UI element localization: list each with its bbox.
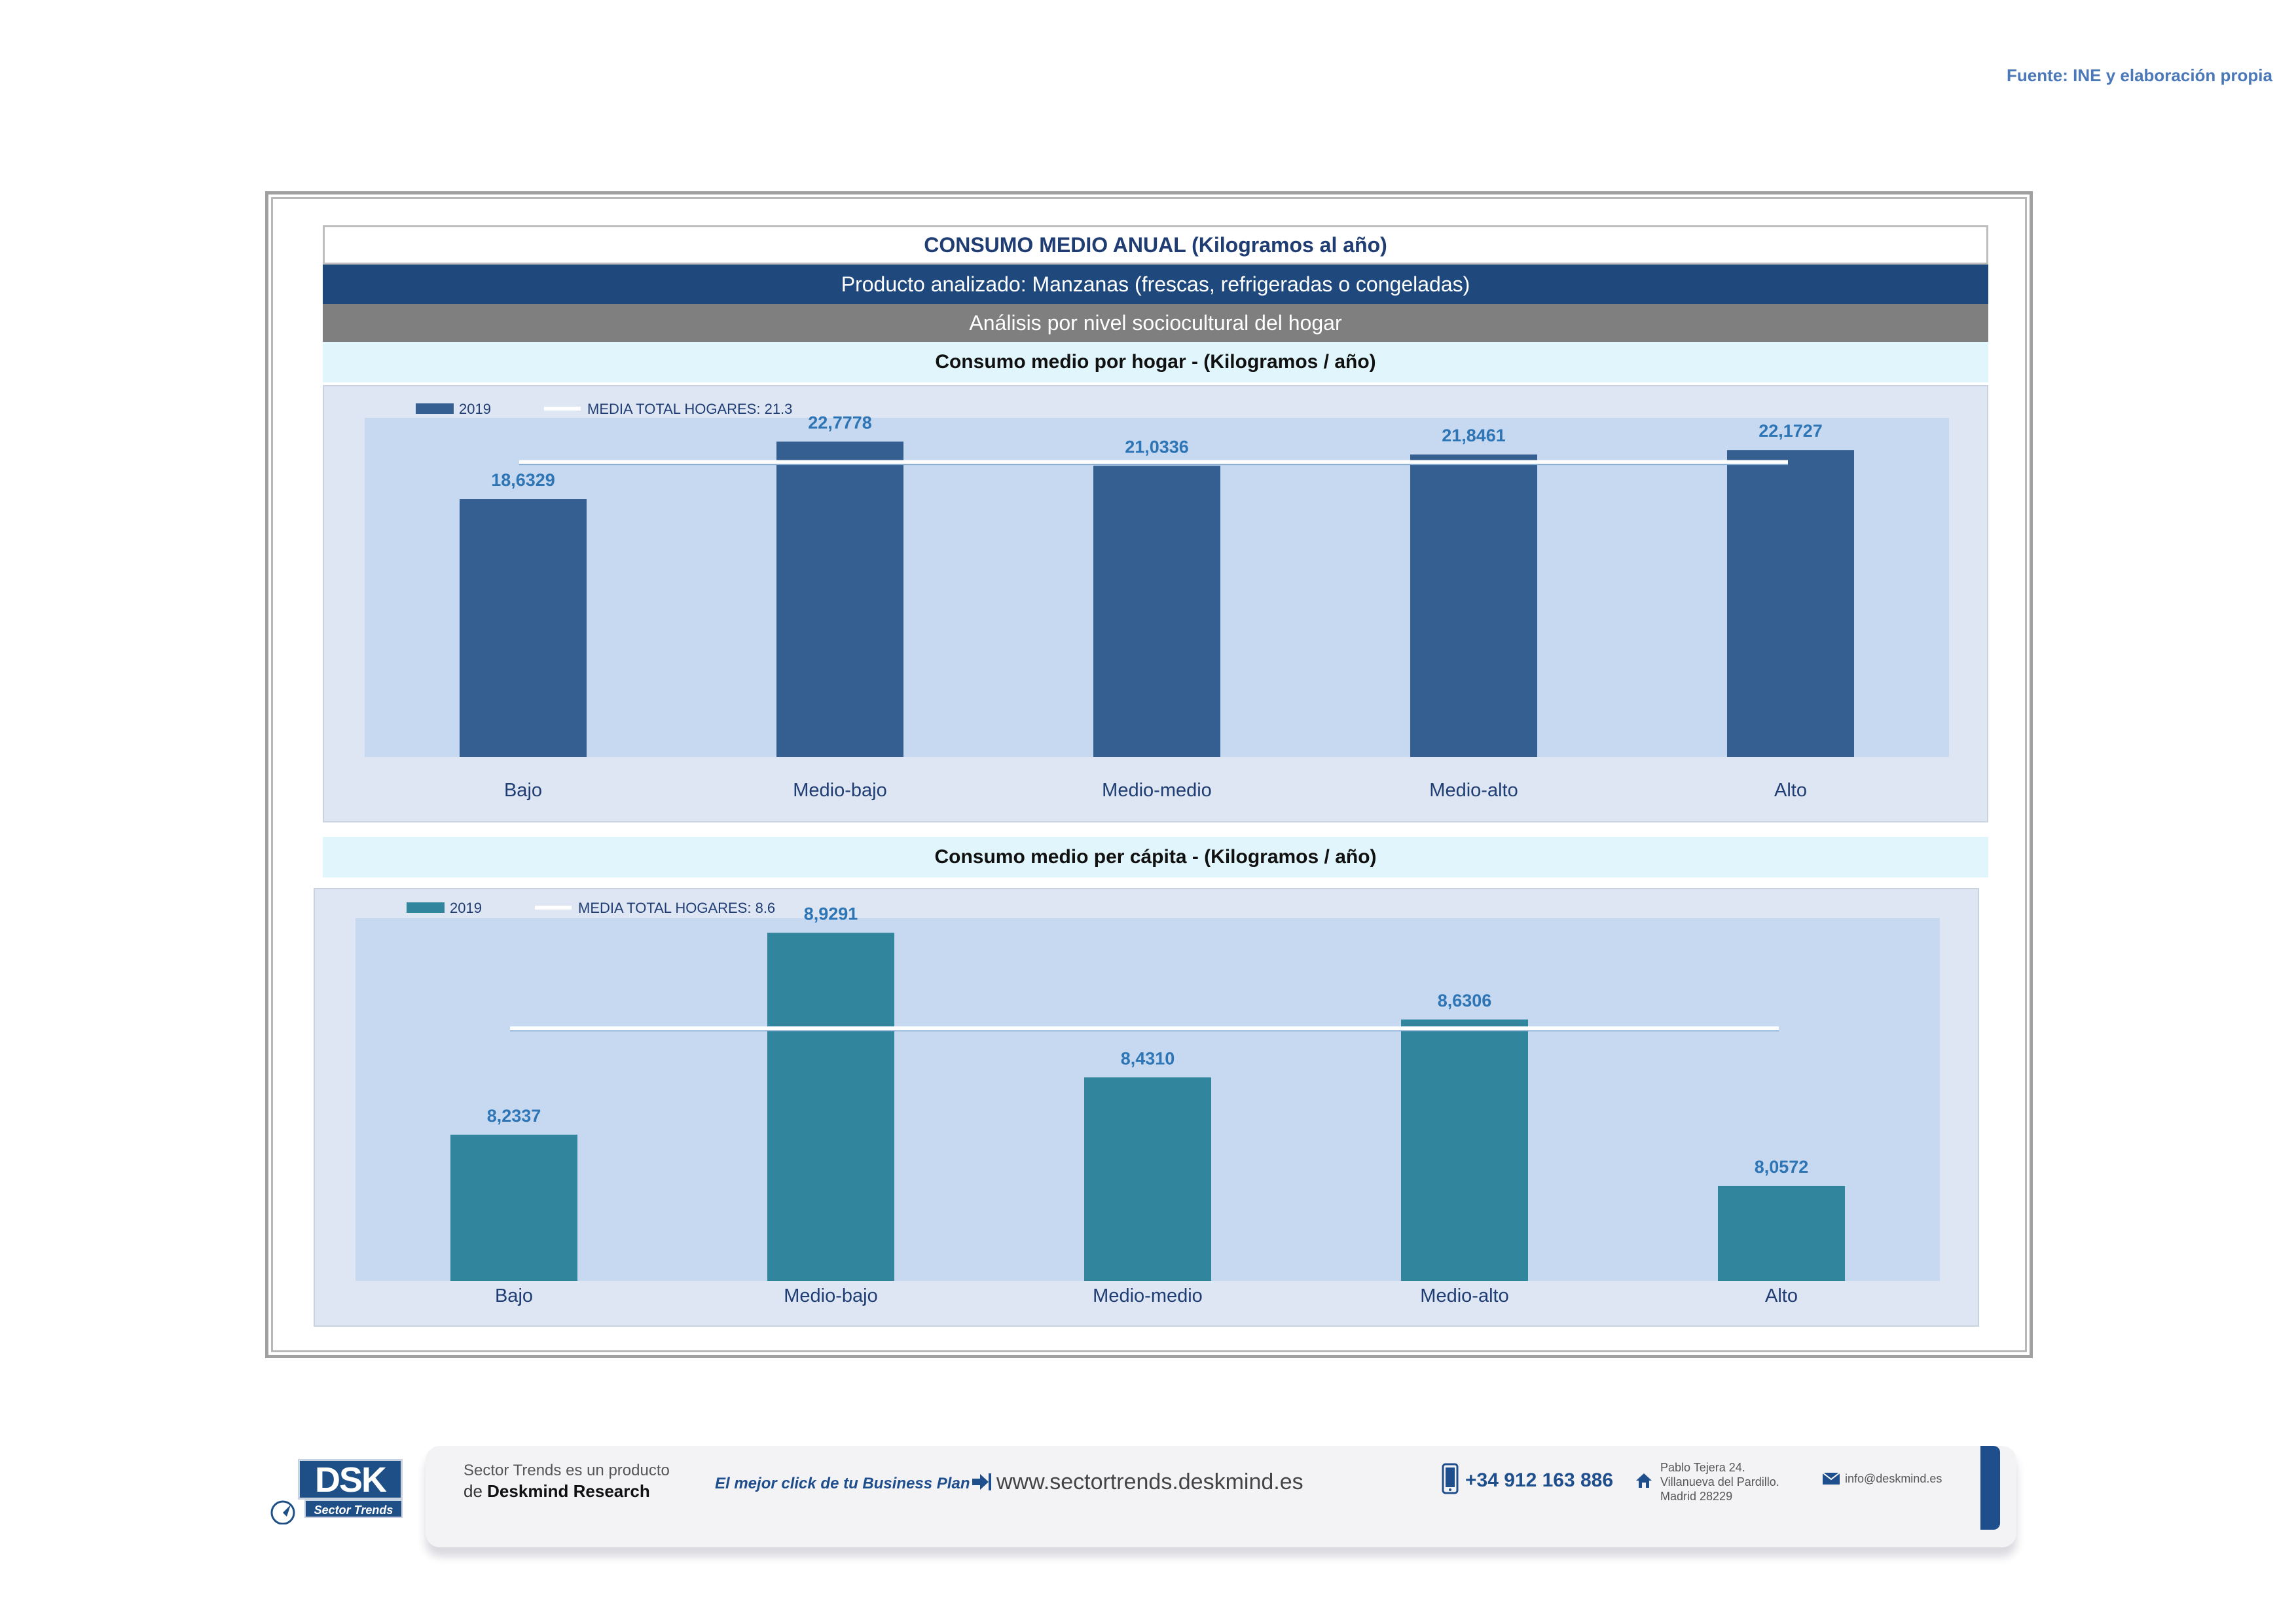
mobile-phone-icon — [1442, 1463, 1459, 1494]
dsk-logo: DSK Sector Trends — [268, 1459, 412, 1532]
bar-medio-alto — [1410, 454, 1537, 757]
product-banner: Producto analizado: Manzanas (frescas, r… — [323, 265, 1988, 304]
bar-medio-bajo — [767, 932, 894, 1281]
chart-household: 2019 MEDIA TOTAL HOGARES: 21.3 18,6329 Bajo… — [323, 385, 1988, 822]
logo-subtitle: Sector Trends — [304, 1500, 403, 1518]
chart1-title: Consumo medio por hogar - (Kilogramos / … — [323, 342, 1988, 382]
home-icon — [1636, 1473, 1652, 1488]
website-link[interactable]: www.sectortrends.deskmind.es — [996, 1469, 1303, 1494]
report-title: CONSUMO MEDIO ANUAL (Kilogramos al año) — [323, 225, 1988, 265]
footer-brand-line: de Deskmind Research — [464, 1481, 650, 1501]
source-note: Fuente: INE y elaboración propia — [2007, 65, 2272, 85]
data-label: 8,6306 — [1438, 991, 1492, 1010]
report-frame — [265, 191, 2033, 1358]
footer-accent — [1980, 1446, 2000, 1530]
category-label: Medio-medio — [1102, 780, 1212, 801]
bar-medio-medio — [1084, 1077, 1211, 1281]
bar-medio-alto — [1401, 1019, 1528, 1281]
bar-bajo — [460, 499, 587, 757]
chart-household-svg: 2019 MEDIA TOTAL HOGARES: 21.3 18,6329 Bajo… — [365, 401, 1949, 801]
email-link[interactable]: info@deskmind.es — [1845, 1472, 1942, 1485]
bar-alto — [1727, 450, 1854, 757]
category-label: Bajo — [504, 780, 542, 801]
legend-label-media: MEDIA TOTAL HOGARES: 21.3 — [587, 401, 792, 417]
bar-alto — [1718, 1185, 1845, 1281]
category-label: Medio-medio — [1093, 1285, 1203, 1306]
chart-percapita: 2019 MEDIA TOTAL HOGARES: 8.6 8,2337 Bajo 8,… — [314, 888, 1979, 1327]
footer-product-line: Sector Trends es un producto — [464, 1462, 670, 1479]
arrow-login-icon — [972, 1473, 991, 1490]
address: Pablo Tejera 24. Villanueva del Pardillo… — [1660, 1461, 1779, 1503]
chart2-title: Consumo medio per cápita - (Kilogramos /… — [323, 837, 1988, 877]
bar-bajo — [450, 1134, 577, 1281]
category-label: Alto — [1765, 1285, 1798, 1306]
category-label: Alto — [1774, 780, 1807, 801]
footer-slogan: El mejor click de tu Business Plan — [715, 1475, 970, 1492]
analysis-banner: Análisis por nivel sociocultural del hog… — [323, 304, 1988, 342]
legend-swatch-2019 — [416, 403, 454, 414]
data-label: 21,8461 — [1442, 426, 1506, 445]
data-label: 22,1727 — [1758, 421, 1823, 441]
bar-medio-bajo — [776, 441, 903, 757]
legend-swatch-2019 — [407, 902, 445, 913]
legend-label-2019: 2019 — [459, 401, 491, 417]
report-frame-inner — [271, 197, 2027, 1352]
footer: DSK Sector Trends Sector Trends es un pr… — [262, 1434, 2030, 1559]
chart-percapita-svg: 2019 MEDIA TOTAL HOGARES: 8.6 8,2337 Bajo 8,… — [355, 900, 1940, 1306]
legend-label-media: MEDIA TOTAL HOGARES: 8.6 — [578, 900, 775, 916]
logo-mark: DSK — [298, 1459, 403, 1500]
data-label: 8,9291 — [804, 904, 858, 924]
data-label: 8,2337 — [487, 1106, 541, 1126]
category-label: Medio-alto — [1420, 1285, 1508, 1306]
data-label: 8,4310 — [1121, 1048, 1175, 1068]
data-label: 21,0336 — [1125, 437, 1189, 456]
footer-card — [426, 1446, 2016, 1547]
bar-medio-medio — [1093, 466, 1220, 757]
category-label: Medio-bajo — [784, 1285, 877, 1306]
category-label: Medio-bajo — [793, 780, 886, 801]
category-label: Medio-alto — [1429, 780, 1518, 801]
legend-label-2019: 2019 — [450, 900, 482, 916]
category-label: Bajo — [495, 1285, 533, 1306]
cursor-arrow-icon — [270, 1500, 295, 1524]
data-label: 18,6329 — [491, 470, 555, 490]
data-label: 22,7778 — [808, 413, 872, 432]
phone-number[interactable]: +34 912 163 886 — [1465, 1469, 1614, 1491]
data-label: 8,0572 — [1755, 1157, 1809, 1177]
envelope-icon — [1822, 1472, 1840, 1485]
